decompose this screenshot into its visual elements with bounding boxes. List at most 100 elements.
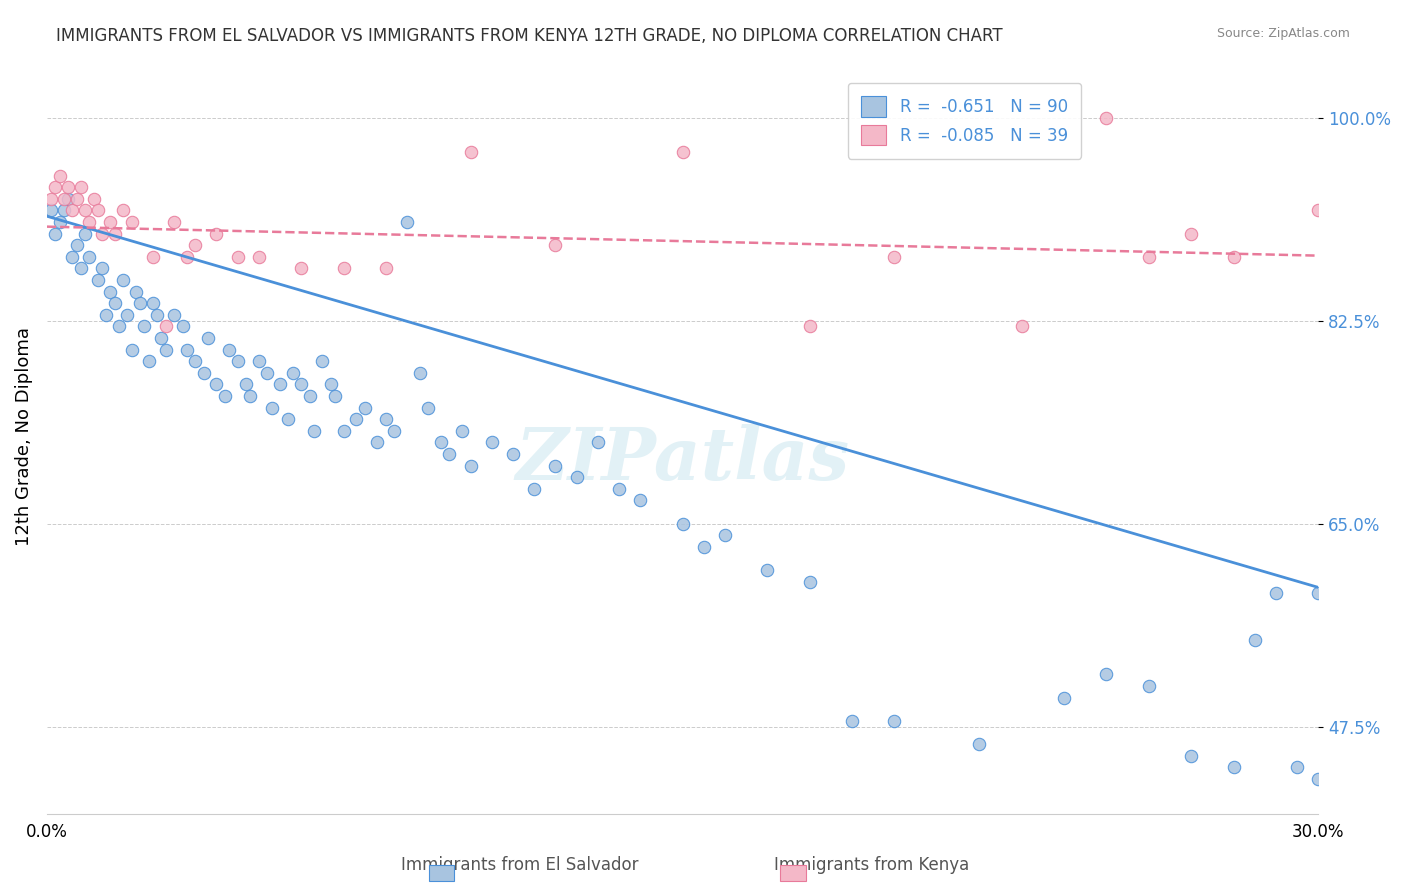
Point <box>117 308 139 322</box>
Point <box>100 215 122 229</box>
Point <box>396 215 419 229</box>
Point <box>1308 203 1330 218</box>
Point <box>104 296 127 310</box>
Point <box>269 377 291 392</box>
Point <box>247 250 270 264</box>
Point <box>374 261 396 276</box>
Text: IMMIGRANTS FROM EL SALVADOR VS IMMIGRANTS FROM KENYA 12TH GRADE, NO DIPLOMA CORR: IMMIGRANTS FROM EL SALVADOR VS IMMIGRANT… <box>56 27 1002 45</box>
Point <box>841 714 863 728</box>
Point <box>693 540 716 554</box>
Legend: R =  -0.651   N = 90, R =  -0.085   N = 39: R = -0.651 N = 90, R = -0.085 N = 39 <box>848 83 1081 159</box>
Point <box>48 215 70 229</box>
Point <box>52 192 75 206</box>
Point <box>214 389 236 403</box>
Point <box>799 574 821 589</box>
Point <box>409 366 432 380</box>
Point <box>544 238 567 252</box>
Point <box>277 412 299 426</box>
Point <box>146 308 169 322</box>
Y-axis label: 12th Grade, No Diploma: 12th Grade, No Diploma <box>15 327 32 546</box>
Point <box>91 227 114 241</box>
Point <box>1095 111 1118 125</box>
Text: Immigrants from El Salvador: Immigrants from El Salvador <box>402 856 638 874</box>
Point <box>172 319 194 334</box>
Point <box>108 319 131 334</box>
Point <box>967 737 990 751</box>
Point <box>344 412 367 426</box>
Point <box>1222 760 1244 774</box>
Point <box>565 470 588 484</box>
Text: ZIPatlas: ZIPatlas <box>516 424 849 495</box>
Point <box>96 308 118 322</box>
Point <box>48 169 70 183</box>
Point <box>384 424 406 438</box>
Point <box>142 296 165 310</box>
Point <box>1308 772 1330 786</box>
Point <box>184 354 207 368</box>
Point <box>290 261 312 276</box>
Point <box>799 319 821 334</box>
Point <box>56 180 79 194</box>
Point <box>39 192 62 206</box>
Point <box>430 435 453 450</box>
Point <box>281 366 304 380</box>
Point <box>77 215 100 229</box>
Point <box>218 343 240 357</box>
Point <box>65 192 87 206</box>
Point <box>100 285 122 299</box>
Text: Immigrants from Kenya: Immigrants from Kenya <box>775 856 969 874</box>
Point <box>163 308 186 322</box>
Point <box>1286 760 1309 774</box>
Point <box>756 563 779 577</box>
Point <box>1243 632 1265 647</box>
Point <box>366 435 388 450</box>
Point <box>671 516 693 531</box>
Point <box>1011 319 1033 334</box>
Point <box>205 227 228 241</box>
Point <box>239 389 262 403</box>
Point <box>1095 667 1118 681</box>
Point <box>374 412 396 426</box>
Point <box>52 203 75 218</box>
Point <box>1180 227 1202 241</box>
Point <box>129 296 152 310</box>
Point <box>69 261 91 276</box>
Point <box>1137 679 1160 693</box>
Point <box>83 192 105 206</box>
Point <box>73 227 96 241</box>
Point <box>150 331 173 345</box>
Point <box>65 238 87 252</box>
Point <box>1308 586 1330 600</box>
Point <box>69 180 91 194</box>
Point <box>607 482 630 496</box>
Point <box>193 366 215 380</box>
Point <box>44 227 66 241</box>
Point <box>77 250 100 264</box>
Point <box>628 493 651 508</box>
Point <box>205 377 228 392</box>
Point <box>544 458 567 473</box>
Point <box>121 343 143 357</box>
Point <box>56 192 79 206</box>
Point <box>112 273 135 287</box>
Point <box>125 285 148 299</box>
Point <box>87 273 110 287</box>
Point <box>323 389 346 403</box>
Point <box>87 203 110 218</box>
Point <box>460 458 482 473</box>
Point <box>121 215 143 229</box>
Point <box>155 319 177 334</box>
Point <box>91 261 114 276</box>
Point <box>671 145 693 160</box>
Point <box>586 435 609 450</box>
Point <box>290 377 312 392</box>
Point <box>176 250 198 264</box>
Point <box>302 424 325 438</box>
Point <box>163 215 186 229</box>
Point <box>439 447 461 461</box>
Point <box>1180 748 1202 763</box>
Point <box>226 354 249 368</box>
Point <box>247 354 270 368</box>
Text: Source: ZipAtlas.com: Source: ZipAtlas.com <box>1216 27 1350 40</box>
Point <box>260 401 283 415</box>
